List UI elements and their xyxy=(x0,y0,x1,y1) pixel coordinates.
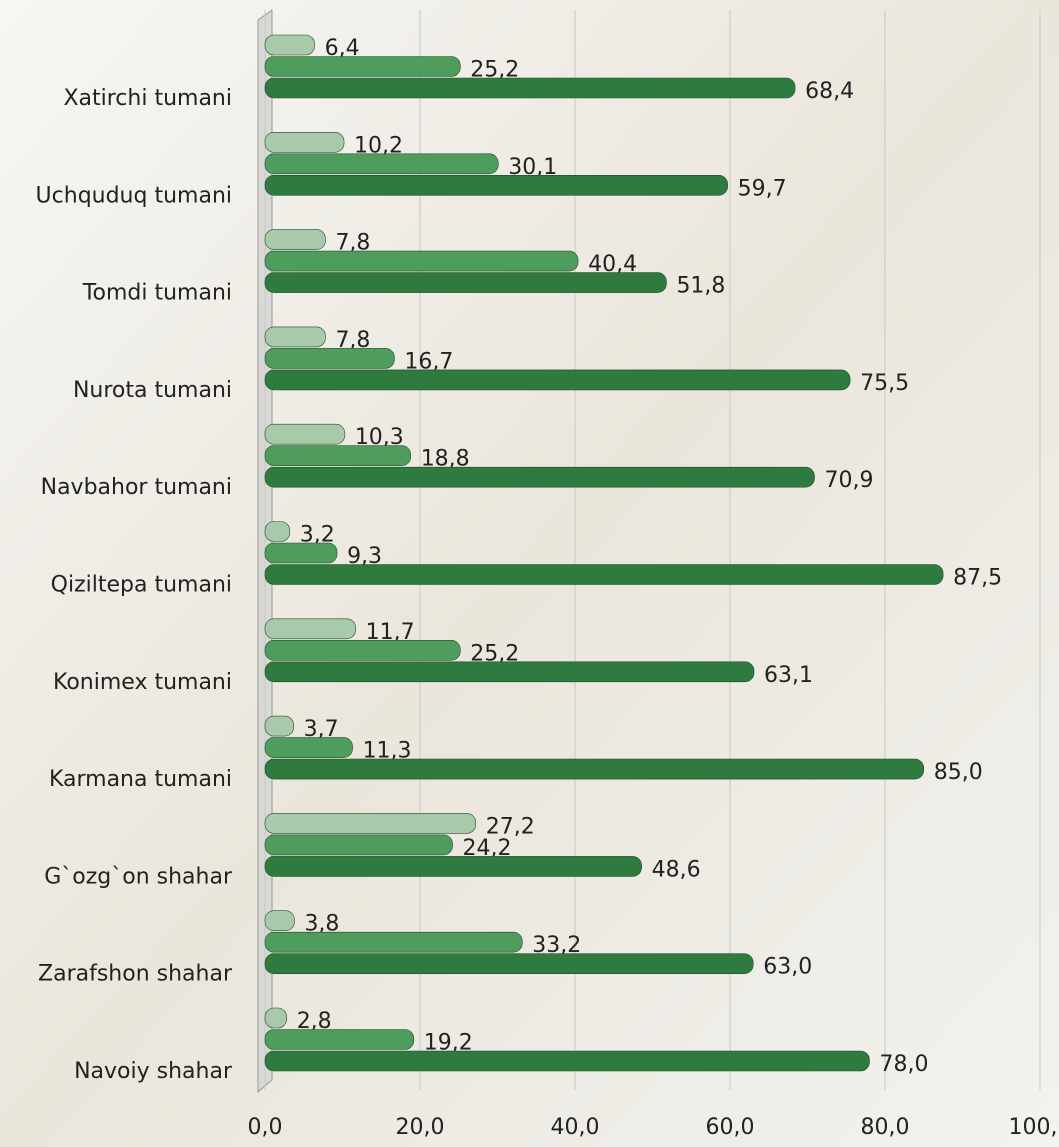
category-label: Zarafshon shahar xyxy=(38,962,233,987)
bar xyxy=(264,56,461,77)
bar xyxy=(264,661,755,683)
bar xyxy=(264,953,754,975)
category-label: Qiziltepa tumani xyxy=(51,573,232,598)
category-label: Tomdi tumani xyxy=(82,281,232,306)
value-label: 63,0 xyxy=(763,955,812,980)
bar xyxy=(264,618,356,640)
x-tick-label: 60,0 xyxy=(706,1115,755,1140)
bar xyxy=(264,34,315,56)
bar xyxy=(264,423,346,445)
category-label: Navbahor tumani xyxy=(41,475,232,500)
value-label: 51,8 xyxy=(676,274,725,299)
bar xyxy=(264,466,815,488)
category-label: Nurota tumani xyxy=(73,378,232,403)
bar xyxy=(264,369,851,391)
x-tick-label: 0,0 xyxy=(248,1115,283,1140)
value-label: 87,5 xyxy=(953,566,1002,591)
bar xyxy=(264,856,642,877)
value-label: 27,2 xyxy=(486,814,535,839)
bar xyxy=(264,1007,288,1029)
bar xyxy=(264,326,326,348)
bar xyxy=(264,272,667,293)
category-label: Konimex tumani xyxy=(53,670,232,695)
bar xyxy=(264,715,294,737)
category-label: G`ozg`on shahar xyxy=(44,864,233,889)
bar xyxy=(264,132,345,153)
category-label: Karmana tumani xyxy=(49,767,232,792)
bar xyxy=(264,931,523,953)
bar xyxy=(264,153,499,175)
bar xyxy=(264,1029,415,1050)
bar xyxy=(264,639,461,661)
category-label: Navoiy shahar xyxy=(74,1059,233,1084)
x-tick-label: 20,0 xyxy=(396,1115,445,1140)
value-label: 48,6 xyxy=(652,857,701,882)
bar xyxy=(264,813,477,834)
bar xyxy=(264,737,353,758)
bar xyxy=(264,834,453,856)
bar xyxy=(264,445,411,467)
x-tick-label: 100,0 xyxy=(1009,1115,1059,1140)
value-label: 78,0 xyxy=(880,1052,929,1077)
bar xyxy=(264,564,944,585)
bar xyxy=(264,175,728,196)
bar xyxy=(264,250,579,272)
bar xyxy=(264,521,291,542)
x-tick-label: 40,0 xyxy=(551,1115,600,1140)
value-label: 75,5 xyxy=(860,371,909,396)
value-label: 85,0 xyxy=(934,760,983,785)
bar xyxy=(264,1050,870,1072)
bar xyxy=(264,229,326,250)
category-label: Uchquduq tumani xyxy=(36,183,232,208)
value-label: 63,1 xyxy=(764,663,813,688)
bar xyxy=(264,910,295,932)
bar xyxy=(264,758,925,780)
value-label: 70,9 xyxy=(824,468,873,493)
category-label: Xatirchi tumani xyxy=(63,86,232,111)
bar xyxy=(264,77,796,99)
bar xyxy=(264,348,395,369)
bar xyxy=(264,542,338,564)
x-tick-label: 80,0 xyxy=(861,1115,910,1140)
value-label: 68,4 xyxy=(805,79,854,104)
value-label: 59,7 xyxy=(738,176,787,201)
